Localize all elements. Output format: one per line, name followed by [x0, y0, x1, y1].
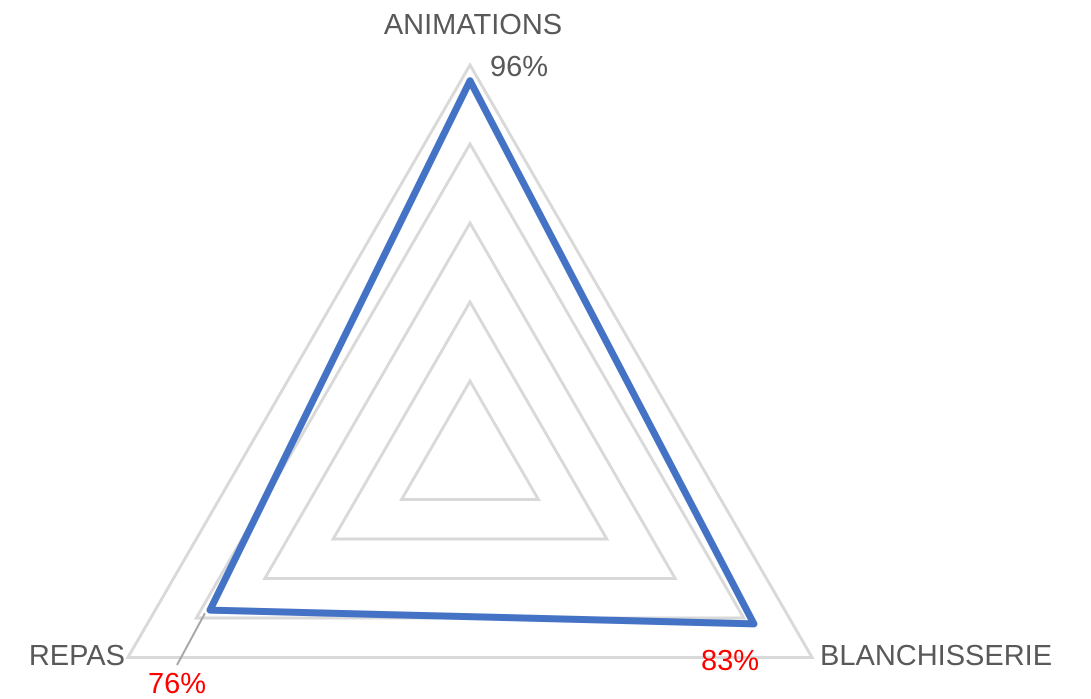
leader-line-repas	[176, 612, 206, 666]
value-label-blanchisserie: 83%	[701, 645, 759, 677]
grid-ring-3	[262, 219, 678, 580]
value-labels: 96% 83% 76%	[148, 51, 759, 699]
grid-ring-2	[330, 298, 610, 541]
series-shape	[206, 77, 758, 628]
axis-label-animations: ANIMATIONS	[384, 9, 562, 41]
axis-labels: ANIMATIONS BLANCHISSERIE REPAS	[29, 9, 1052, 672]
value-label-repas: 76%	[148, 668, 206, 699]
leader-lines	[176, 612, 206, 666]
axis-label-blanchisserie: BLANCHISSERIE	[820, 640, 1052, 672]
grid-ring-5	[125, 62, 815, 659]
axis-label-repas: REPAS	[29, 640, 125, 672]
grid-ring-1	[399, 377, 541, 501]
value-label-animations: 96%	[490, 51, 548, 83]
